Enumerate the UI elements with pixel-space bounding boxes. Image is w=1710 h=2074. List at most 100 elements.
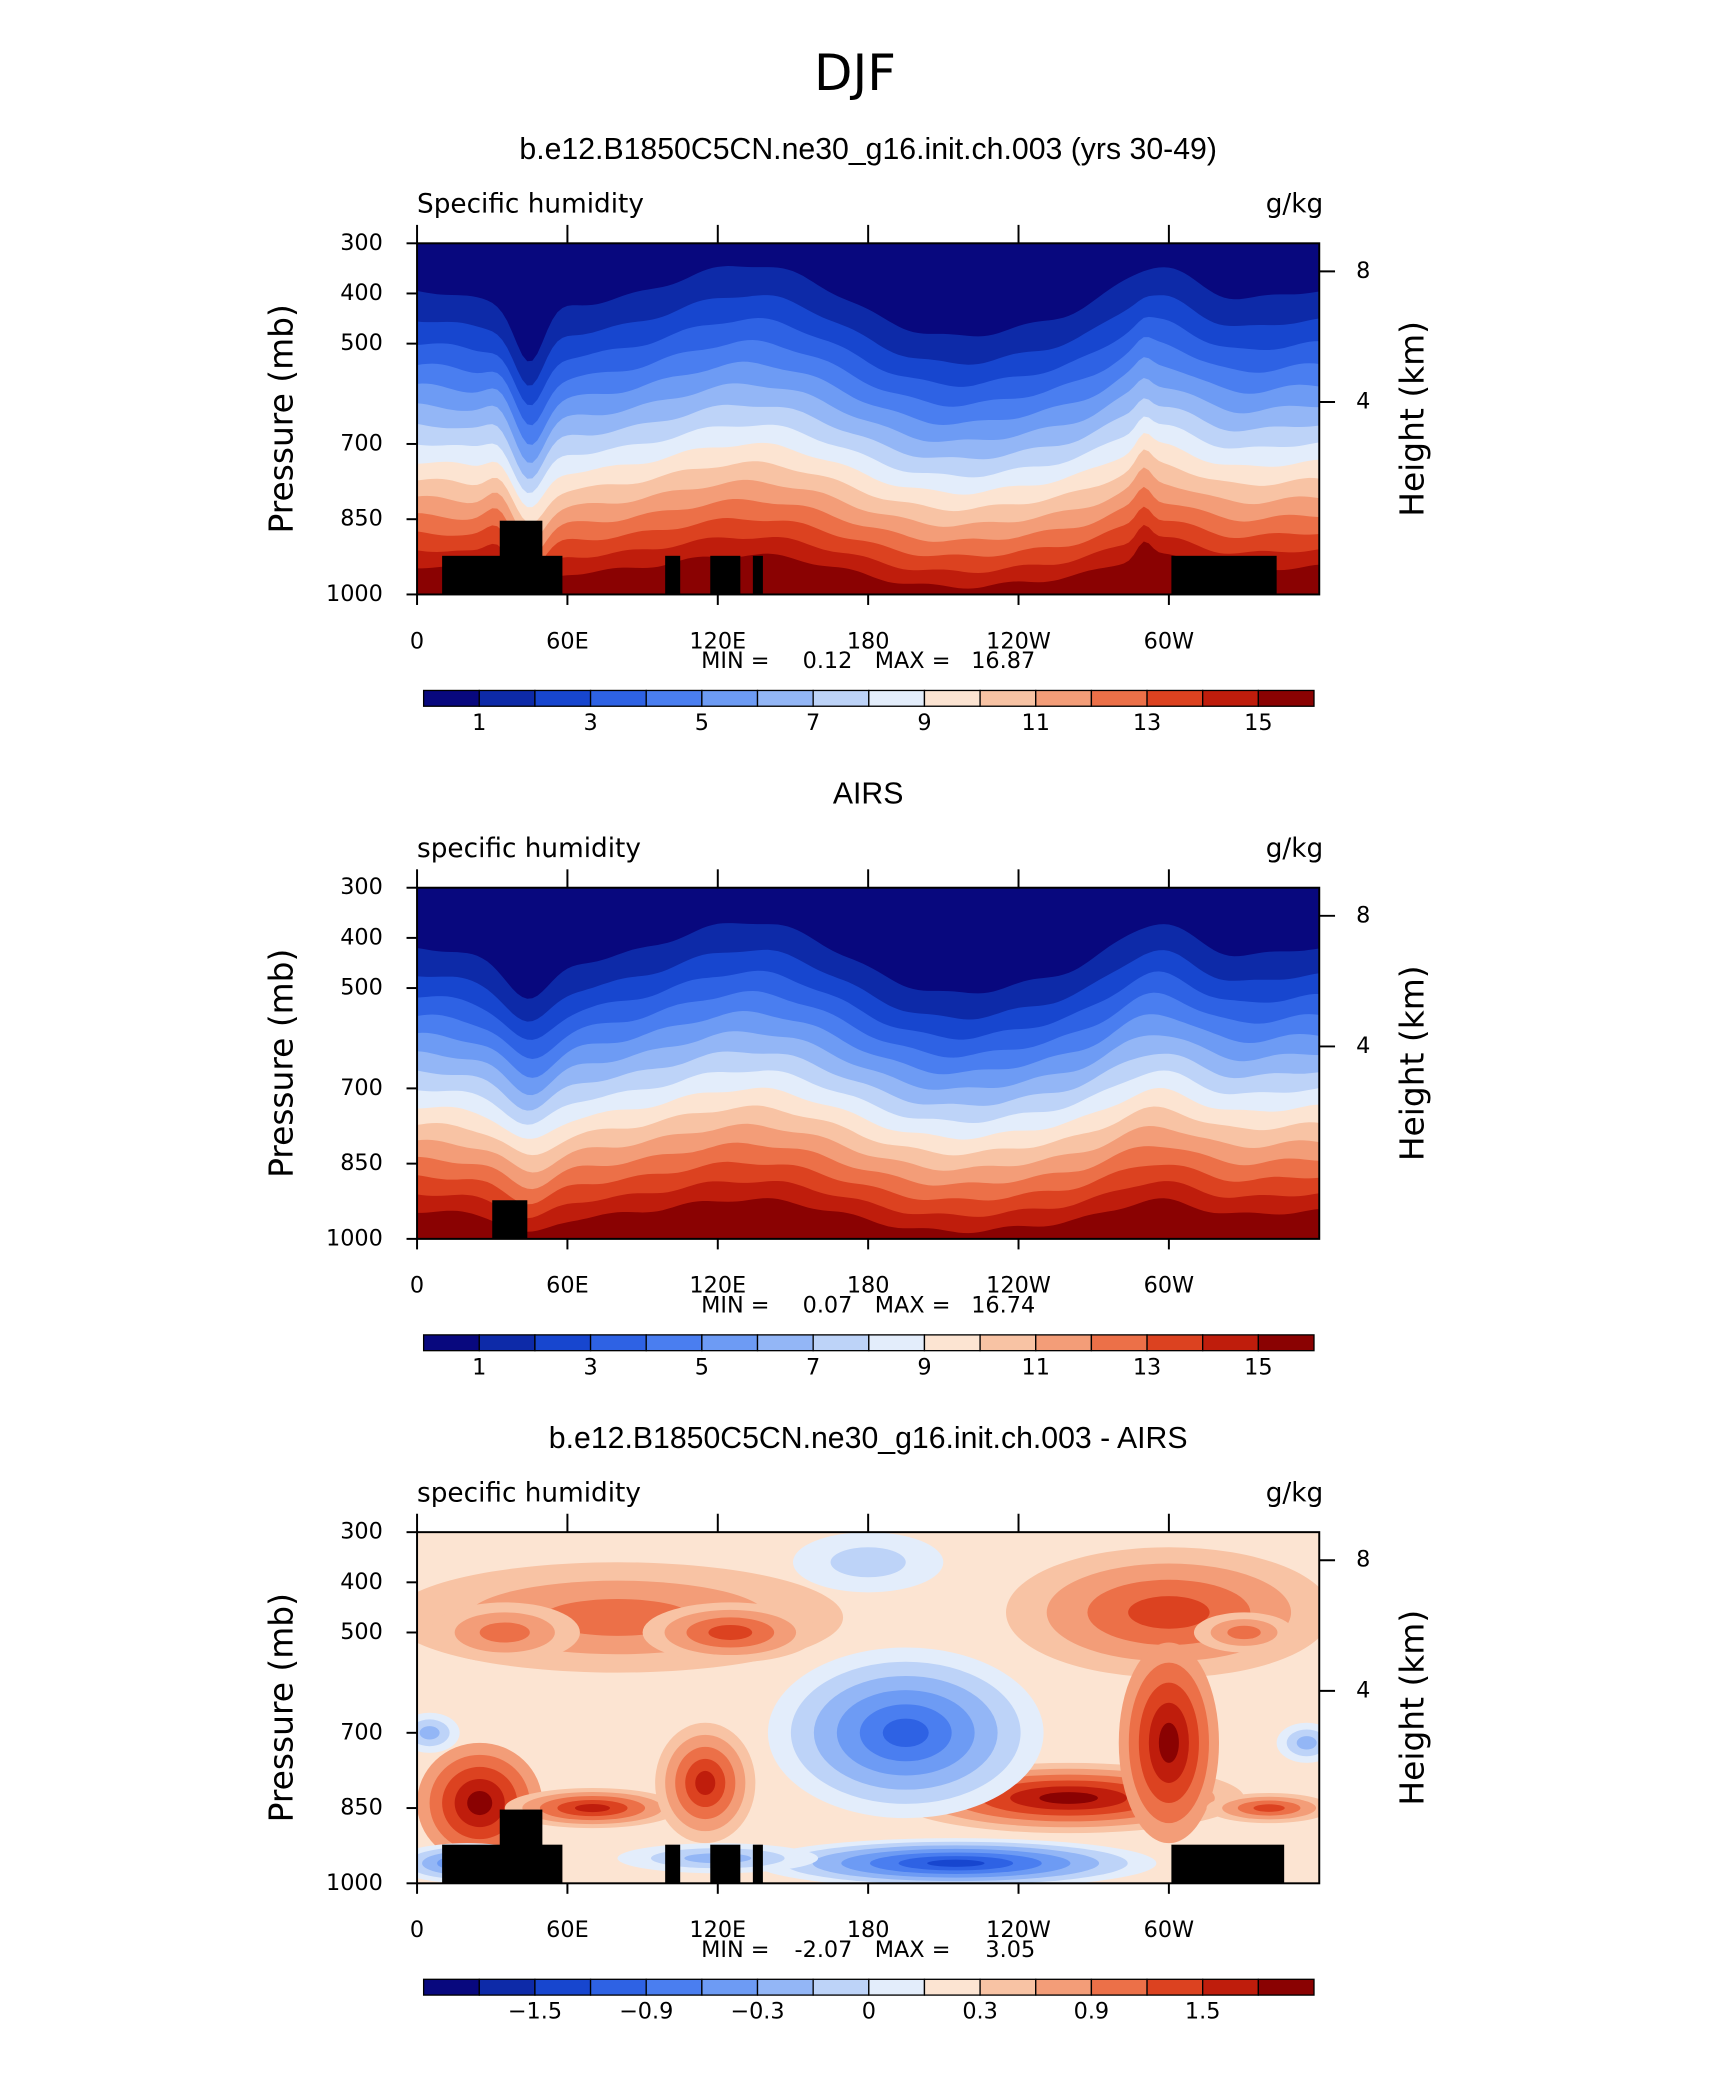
- colorbar-box: [1146, 1334, 1204, 1352]
- colorbar-box: [701, 1978, 759, 1996]
- colorbar-box: [1035, 1334, 1093, 1352]
- colorbar-box: [422, 689, 480, 707]
- contour-band: [419, 1726, 440, 1740]
- x-tick-label: 60E: [546, 1917, 589, 1943]
- contour-band: [1253, 1804, 1285, 1812]
- land-mask: [665, 1844, 681, 1884]
- colorbar-label: 11: [1022, 710, 1050, 736]
- colorbar-box: [589, 1978, 647, 1996]
- x-tick-label: 120W: [986, 628, 1051, 654]
- y-axis-label: Pressure (mb): [261, 1593, 300, 1822]
- left-string: Specific humidity: [417, 190, 644, 220]
- contour-band: [1227, 1625, 1261, 1640]
- colorbar-label: 5: [695, 1354, 709, 1380]
- left-string: specific humidity: [417, 834, 641, 864]
- colorbar-label: 7: [806, 1354, 820, 1380]
- land-mask: [1171, 1844, 1285, 1884]
- colorbar-box: [868, 689, 926, 707]
- min-value: 0.07: [803, 1292, 853, 1318]
- colorbar-box: [979, 1978, 1037, 1996]
- colorbar-label: 5: [695, 710, 709, 736]
- colorbar-label: 9: [917, 1354, 931, 1380]
- y2-axis-label: Height (km): [1392, 321, 1431, 517]
- x-tick-label: 0: [410, 628, 424, 654]
- panel-title: AIRS: [833, 778, 904, 811]
- y-tick-label: 300: [340, 874, 383, 900]
- contour-field: [417, 1532, 1320, 1884]
- min-value: 0.12: [803, 648, 853, 674]
- contour-band: [927, 1859, 985, 1867]
- x-tick-label: 180: [847, 1917, 890, 1943]
- y-tick-label: 400: [340, 924, 383, 950]
- colorbar-label: 13: [1133, 1354, 1161, 1380]
- y-tick-label: 300: [340, 230, 383, 256]
- land-mask: [499, 520, 543, 595]
- x-tick-label: 60W: [1144, 1273, 1195, 1299]
- colorbar-box: [1257, 1978, 1315, 1996]
- max-value: 16.74: [971, 1292, 1035, 1318]
- figure-title: DJF: [814, 44, 896, 102]
- colorbar-label: 0: [862, 1999, 876, 2025]
- x-tick-label: 60E: [546, 1273, 589, 1299]
- y-tick-label: 850: [340, 1795, 383, 1821]
- colorbar-box: [701, 1334, 759, 1352]
- land-mask: [752, 1844, 763, 1884]
- land-mask: [1171, 555, 1277, 595]
- colorbar-box: [756, 689, 814, 707]
- colorbar-box: [1257, 689, 1315, 707]
- colorbar-box: [645, 1334, 703, 1352]
- colorbar-box: [1202, 689, 1259, 707]
- contour-band: [708, 1624, 753, 1641]
- colorbar-label: 15: [1244, 1354, 1272, 1380]
- max-label: MAX =: [875, 1937, 951, 1963]
- colorbar-box: [1202, 1334, 1259, 1352]
- colorbar-label: 1: [472, 1354, 486, 1380]
- x-tick-label: 60W: [1144, 628, 1195, 654]
- x-tick-label: 60E: [546, 628, 589, 654]
- colorbar-label: 1.5: [1185, 1999, 1221, 2025]
- colorbar-box: [756, 1334, 814, 1352]
- colorbar-label: 15: [1244, 710, 1272, 736]
- right-string: g/kg: [1266, 834, 1323, 864]
- x-tick-label: 120E: [689, 1273, 746, 1299]
- colorbar-box: [923, 1334, 981, 1352]
- contour-band: [417, 243, 1320, 362]
- y2-tick-label: 4: [1356, 1033, 1370, 1059]
- contour-band: [882, 1718, 929, 1748]
- land-mask: [710, 555, 741, 595]
- colorbar-box: [478, 1334, 536, 1352]
- colorbar-box: [478, 1978, 536, 1996]
- colorbar-box: [1146, 1978, 1204, 1996]
- colorbar-box: [534, 1978, 592, 1996]
- colorbar-box: [1146, 689, 1204, 707]
- left-string: specific humidity: [417, 1479, 641, 1509]
- colorbar-box: [979, 689, 1037, 707]
- x-tick-label: 120W: [986, 1917, 1051, 1943]
- colorbar-label: 0.9: [1074, 1999, 1110, 2025]
- y-tick-label: 400: [340, 1569, 383, 1595]
- colorbar-box: [534, 689, 592, 707]
- min-label: MIN =: [701, 1937, 769, 1963]
- y2-tick-label: 4: [1356, 389, 1370, 415]
- y-tick-label: 500: [340, 330, 383, 356]
- min-label: MIN =: [701, 648, 769, 674]
- colorbar-label: 0.3: [962, 1999, 998, 2025]
- colorbar-box: [1090, 1978, 1148, 1996]
- x-tick-label: 0: [410, 1917, 424, 1943]
- y-tick-label: 850: [340, 1150, 383, 1176]
- colorbar-label: 13: [1133, 710, 1161, 736]
- colorbar-box: [812, 1978, 870, 1996]
- colorbar-label: −0.9: [619, 1999, 673, 2025]
- colorbar-box: [868, 1978, 926, 1996]
- y-tick-label: 850: [340, 506, 383, 532]
- contour-band: [1039, 1792, 1098, 1804]
- y2-tick-label: 4: [1356, 1677, 1370, 1703]
- y2-axis-label: Height (km): [1392, 965, 1431, 1161]
- colorbar-box: [1090, 689, 1148, 707]
- colorbar-label: 1: [472, 710, 486, 736]
- colorbar-box: [645, 689, 703, 707]
- colorbar-box: [645, 1978, 703, 1996]
- colorbar-box: [422, 1978, 480, 1996]
- y-axis-label: Pressure (mb): [261, 949, 300, 1178]
